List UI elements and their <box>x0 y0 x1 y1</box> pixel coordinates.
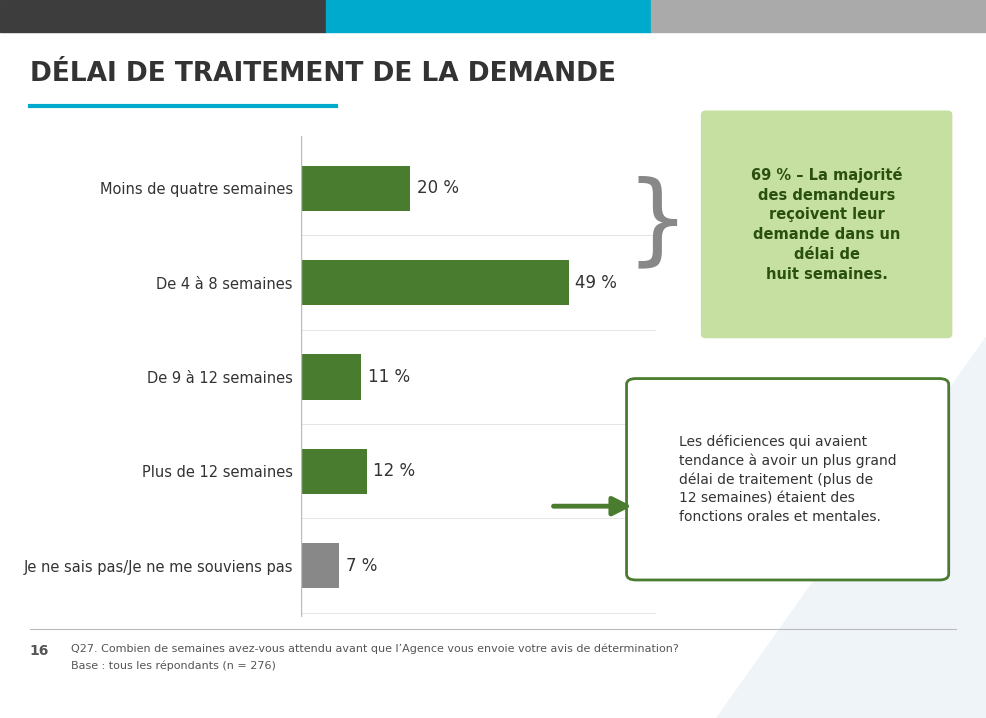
Bar <box>651 0 986 32</box>
Text: 12 %: 12 % <box>373 462 415 480</box>
Bar <box>301 260 568 305</box>
Bar <box>301 449 366 494</box>
Text: }: } <box>625 176 688 273</box>
Text: 20 %: 20 % <box>416 180 458 197</box>
Text: 16: 16 <box>30 644 49 658</box>
FancyBboxPatch shape <box>700 111 951 338</box>
Text: Base : tous les répondants (n = 276): Base : tous les répondants (n = 276) <box>71 661 276 671</box>
Bar <box>0 0 325 32</box>
Text: 69 % – La majorité
des demandeurs
reçoivent leur
demande dans un
délai de
huit s: 69 % – La majorité des demandeurs reçoiv… <box>750 167 901 282</box>
Bar <box>301 354 361 400</box>
Text: DÉLAI DE TRAITEMENT DE LA DEMANDE: DÉLAI DE TRAITEMENT DE LA DEMANDE <box>30 61 615 87</box>
Text: 49 %: 49 % <box>575 274 616 292</box>
Bar <box>301 543 339 588</box>
Text: 11 %: 11 % <box>368 368 409 386</box>
Bar <box>325 0 651 32</box>
Polygon shape <box>715 335 986 718</box>
Text: Les déficiences qui avaient
tendance à avoir un plus grand
délai de traitement (: Les déficiences qui avaient tendance à a… <box>678 434 895 524</box>
Bar <box>301 166 410 211</box>
FancyBboxPatch shape <box>626 378 948 580</box>
Text: 7 %: 7 % <box>345 556 377 574</box>
Text: Q27. Combien de semaines avez-vous attendu avant que l’Agence vous envoie votre : Q27. Combien de semaines avez-vous atten… <box>71 644 678 654</box>
